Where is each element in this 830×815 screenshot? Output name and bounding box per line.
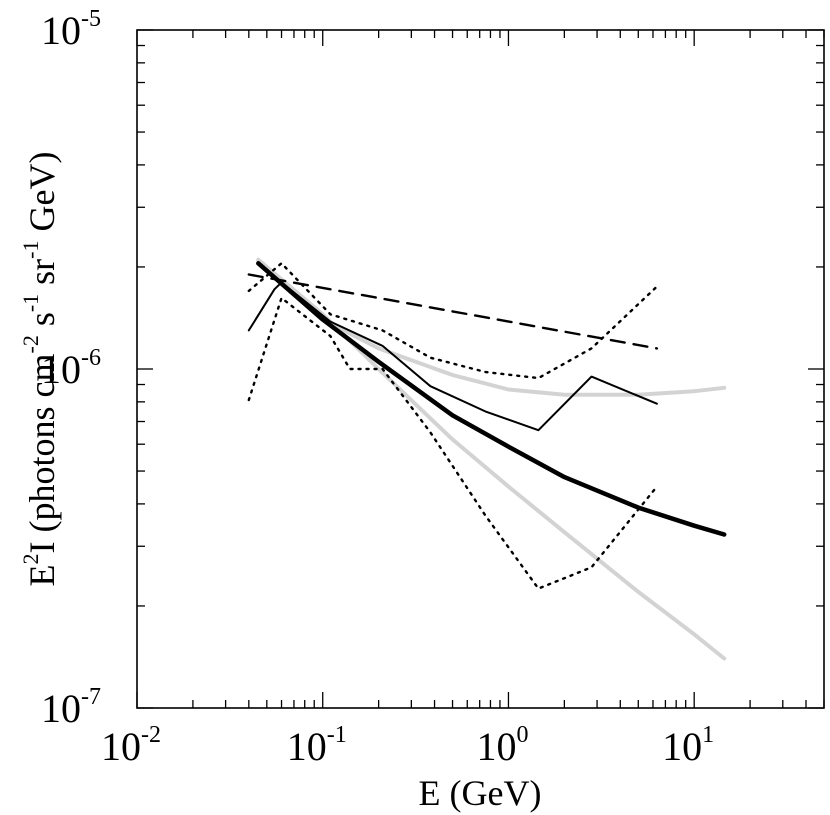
y-axis-title: E2I (photons cm-2 s-1 sr-1 GeV) bbox=[18, 152, 62, 587]
x-tick-label: 101 bbox=[662, 722, 714, 769]
series-dotted-lower bbox=[247, 296, 659, 590]
y-tick-label: 10-7 bbox=[41, 684, 101, 731]
x-tick-label: 100 bbox=[476, 722, 528, 769]
series-dotted-upper bbox=[247, 262, 659, 380]
x-axis-title: E (GeV) bbox=[419, 773, 542, 813]
x-tick-label: 10-1 bbox=[287, 722, 347, 769]
series-black-thick bbox=[256, 261, 727, 537]
x-tick-label: 10-2 bbox=[101, 722, 161, 769]
label-layer: 10-2 10-1 100 101 10-7 10-6 10-5 bbox=[41, 6, 714, 769]
y-tick-label: 10-5 bbox=[41, 6, 101, 53]
plot-frame bbox=[136, 29, 825, 709]
series-layer bbox=[247, 257, 727, 661]
series-dashed bbox=[247, 273, 659, 350]
y-tick-label: 10-6 bbox=[41, 345, 101, 392]
tick-layer bbox=[136, 29, 825, 709]
series-gray-flat bbox=[256, 257, 727, 397]
series-black-thin bbox=[247, 281, 658, 432]
